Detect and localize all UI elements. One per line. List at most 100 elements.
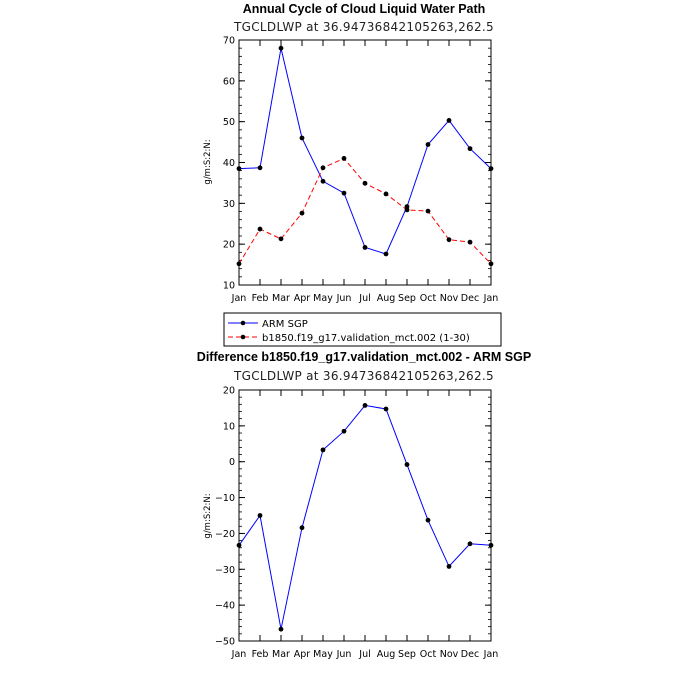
data-point bbox=[446, 564, 452, 569]
y-tick-label: 10 bbox=[223, 281, 235, 292]
x-tick-label: Dec bbox=[461, 649, 479, 660]
chart-title: Difference b1850.f19_g17.validation_mct.… bbox=[197, 350, 531, 364]
data-point bbox=[299, 135, 305, 141]
data-point bbox=[299, 525, 305, 531]
data-point bbox=[257, 226, 263, 232]
series-group bbox=[238, 48, 492, 265]
data-point bbox=[257, 165, 263, 171]
y-tick-label: 60 bbox=[223, 76, 235, 87]
legend-marker-arm bbox=[240, 320, 246, 326]
y-tick-label: −50 bbox=[215, 637, 235, 648]
x-tick-label: May bbox=[313, 293, 333, 304]
x-tick-label: Jan bbox=[483, 649, 499, 660]
x-tick-label: Oct bbox=[420, 649, 437, 660]
data-point bbox=[425, 142, 431, 147]
y-tick-label: −10 bbox=[215, 493, 235, 504]
points-group bbox=[236, 45, 494, 267]
chart-subtitle: TGCLDLWP at 36.94736842105263,262.5 bbox=[233, 369, 494, 383]
data-point bbox=[236, 166, 242, 172]
x-tick-label: Jul bbox=[358, 293, 370, 304]
y-tick-label: −20 bbox=[215, 529, 235, 540]
data-point bbox=[236, 542, 242, 548]
x-tick-label: Jan bbox=[231, 649, 247, 660]
data-point bbox=[467, 239, 473, 245]
legend-label-model: b1850.f19_g17.validation_mct.002 (1-30) bbox=[262, 333, 470, 344]
data-point bbox=[341, 428, 347, 434]
data-point bbox=[278, 236, 284, 242]
data-point bbox=[383, 251, 389, 257]
x-tick-label: Dec bbox=[461, 293, 479, 304]
data-point bbox=[425, 517, 431, 523]
data-point bbox=[278, 45, 284, 51]
y-tick-label: 10 bbox=[223, 421, 235, 432]
legend-label-arm: ARM SGP bbox=[262, 319, 308, 330]
x-tick-labels: Jan Feb Mar Apr May Jun Jul Aug Sep Oct Nov Dec Jan bbox=[231, 293, 499, 304]
y-tick-label: 50 bbox=[223, 117, 235, 128]
series-line-0 bbox=[238, 48, 492, 255]
x-tick-label: Jan bbox=[483, 293, 499, 304]
data-point bbox=[488, 166, 494, 172]
data-point bbox=[488, 542, 494, 548]
data-point bbox=[278, 626, 284, 632]
chart-title: Annual Cycle of Cloud Liquid Water Path bbox=[243, 2, 486, 16]
y-tick-label: −40 bbox=[215, 601, 235, 612]
y-tick-label: 40 bbox=[223, 158, 235, 169]
y-tick-label: −30 bbox=[215, 565, 235, 576]
y-tick-label: 30 bbox=[223, 199, 235, 210]
x-tick-label: Sep bbox=[398, 293, 416, 304]
chart-difference: Difference b1850.f19_g17.validation_mct.… bbox=[197, 350, 531, 660]
data-point bbox=[404, 462, 410, 467]
x-tick-label: Jul bbox=[358, 649, 370, 660]
y-tick-label: 20 bbox=[223, 386, 235, 397]
x-tick-label: Sep bbox=[398, 649, 416, 660]
axis-ticks bbox=[238, 39, 492, 286]
chart-annual-cycle: Annual Cycle of Cloud Liquid Water Path … bbox=[203, 2, 502, 347]
data-point bbox=[383, 406, 389, 412]
data-point bbox=[320, 178, 326, 184]
legend-marker-model bbox=[240, 334, 246, 340]
x-tick-label: May bbox=[313, 649, 333, 660]
legend-box bbox=[223, 312, 502, 347]
data-point bbox=[341, 156, 347, 161]
x-tick-label: Mar bbox=[272, 649, 290, 660]
data-point bbox=[341, 190, 347, 196]
series-group bbox=[238, 404, 492, 630]
x-tick-label: Feb bbox=[252, 293, 269, 304]
x-tick-label: Feb bbox=[252, 649, 269, 660]
x-tick-label: Apr bbox=[294, 293, 311, 304]
x-tick-label: Jan bbox=[231, 293, 247, 304]
plot-frame bbox=[238, 389, 492, 642]
data-point bbox=[467, 146, 473, 152]
data-point bbox=[446, 237, 452, 243]
axis-ticks bbox=[238, 389, 492, 642]
y-tick-label: 0 bbox=[229, 457, 235, 468]
x-tick-label: Aug bbox=[377, 649, 396, 660]
legend: ARM SGP b1850.f19_g17.validation_mct.002… bbox=[223, 312, 502, 347]
chart-subtitle: TGCLDLWP at 36.94736842105263,262.5 bbox=[233, 20, 494, 34]
data-point bbox=[362, 403, 368, 408]
x-tick-label: Jun bbox=[336, 649, 352, 660]
data-point bbox=[425, 208, 431, 214]
data-point bbox=[257, 513, 263, 518]
y-tick-label: 70 bbox=[223, 36, 235, 47]
y-axis-label: g/m:S:2:N: bbox=[203, 139, 213, 184]
data-point bbox=[299, 210, 305, 216]
y-tick-labels: 10 20 30 40 50 60 70 bbox=[223, 36, 235, 292]
x-tick-label: Apr bbox=[294, 649, 311, 660]
x-tick-label: Nov bbox=[440, 293, 459, 304]
series-line-0 bbox=[238, 404, 492, 630]
data-point bbox=[446, 118, 452, 123]
x-tick-label: Aug bbox=[377, 293, 396, 304]
data-point bbox=[404, 207, 410, 213]
data-point bbox=[362, 180, 368, 186]
x-tick-labels: Jan Feb Mar Apr May Jun Jul Aug Sep Oct Nov Dec Jan bbox=[231, 649, 499, 660]
data-point bbox=[383, 191, 389, 197]
points-group bbox=[236, 403, 494, 632]
x-tick-label: Jun bbox=[336, 293, 352, 304]
y-tick-label: 20 bbox=[223, 240, 235, 251]
data-point bbox=[467, 541, 473, 547]
x-tick-label: Oct bbox=[420, 293, 437, 304]
data-point bbox=[320, 447, 326, 453]
x-tick-label: Mar bbox=[272, 293, 290, 304]
